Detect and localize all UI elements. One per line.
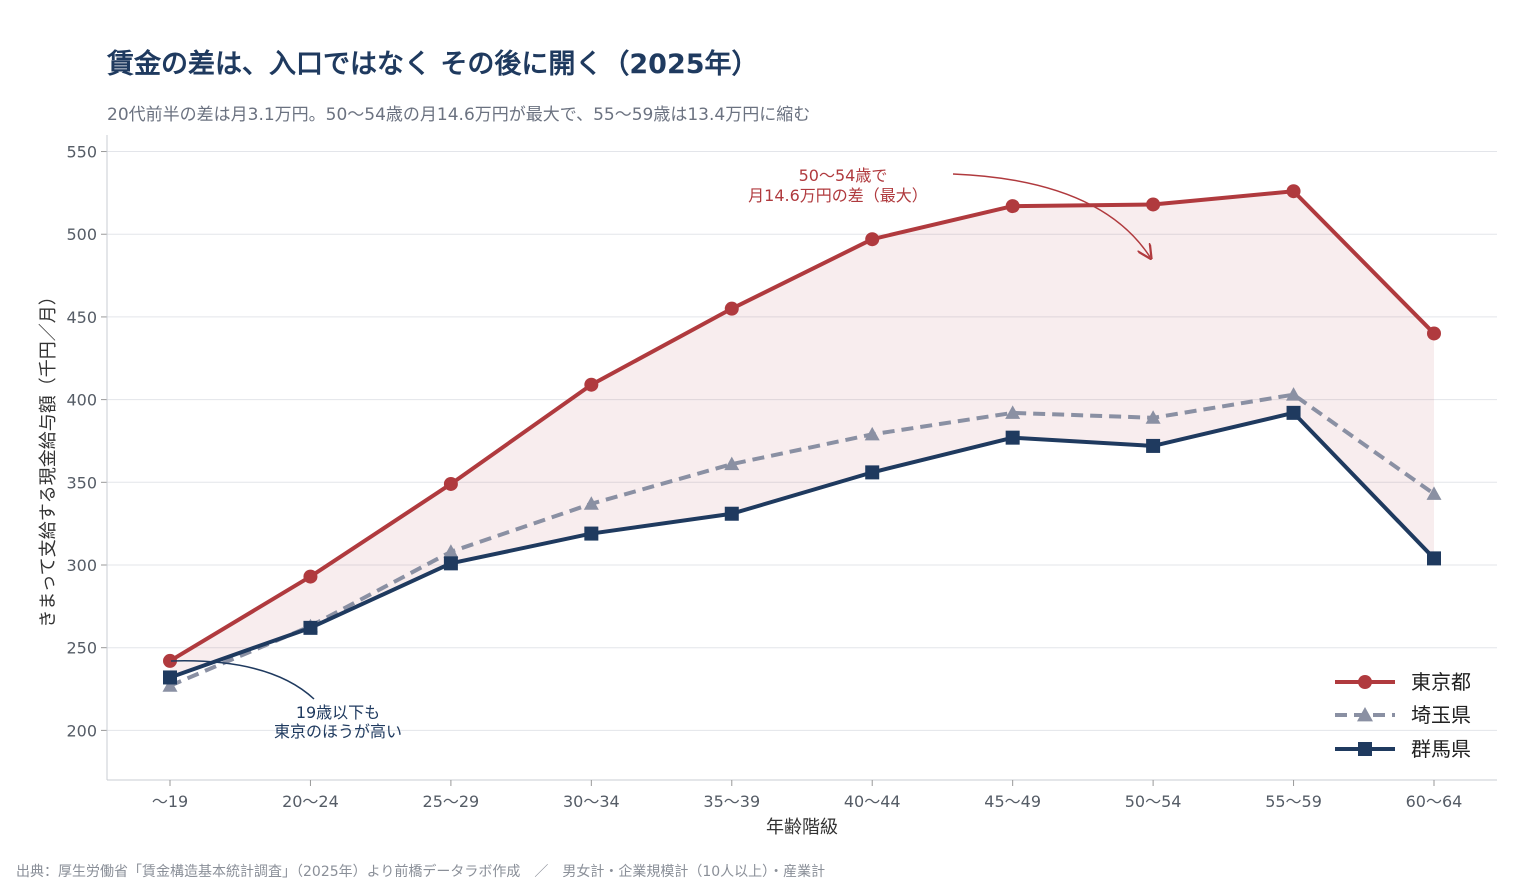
annotation-under19: 東京のほうが高い — [274, 722, 402, 741]
x-tick-label: 35〜39 — [703, 792, 760, 811]
data-point — [1005, 430, 1020, 445]
data-point — [864, 426, 880, 441]
data-point — [1145, 410, 1161, 424]
series-line — [169, 410, 1436, 680]
data-point — [163, 653, 177, 668]
data-point — [1286, 184, 1301, 199]
data-point — [1427, 551, 1441, 566]
gap-band — [170, 191, 1434, 678]
x-tick-label: 55〜59 — [1265, 792, 1322, 811]
data-point — [303, 620, 318, 635]
data-point — [1146, 438, 1161, 453]
data-point — [1005, 199, 1020, 214]
data-point — [443, 476, 458, 491]
annotation-arrow — [952, 173, 1150, 257]
x-tick-label: 60〜64 — [1406, 792, 1463, 811]
x-tick-label: 25〜29 — [423, 792, 480, 811]
legend-label: 埼玉県 — [1411, 703, 1471, 727]
data-point — [865, 465, 880, 480]
data-point — [443, 544, 459, 558]
data-point — [303, 569, 318, 584]
data-point — [162, 678, 178, 692]
data-point — [1146, 197, 1161, 212]
data-point — [1005, 405, 1021, 419]
y-tick-label: 500 — [66, 225, 97, 244]
data-point — [1358, 675, 1372, 689]
data-point — [163, 670, 177, 685]
x-tick-label: 〜19 — [152, 792, 188, 811]
x-tick-label: 30〜34 — [563, 792, 620, 811]
data-point — [584, 377, 599, 392]
chart-subtitle: 20代前半の差は月3.1万円。50〜54歳の月14.6万円が最大で、55〜59歳… — [107, 105, 811, 125]
series-line — [168, 189, 1436, 663]
data-point — [1286, 405, 1301, 420]
data-point — [1426, 486, 1442, 500]
data-point — [1357, 707, 1373, 722]
y-tick-label: 450 — [66, 308, 97, 327]
x-tick-label: 45〜49 — [984, 792, 1041, 811]
data-point — [724, 456, 740, 471]
y-tick-label: 350 — [66, 473, 97, 492]
legend-label: 東京都 — [1411, 670, 1471, 694]
legend-item-東京都: 東京都 — [1335, 670, 1471, 694]
annotation-max-gap: 50〜54歳で — [799, 166, 888, 185]
annotation-under19: 19歳以下も — [296, 703, 380, 722]
data-point — [584, 526, 599, 541]
y-tick-label: 200 — [66, 721, 97, 740]
y-tick-label: 250 — [66, 639, 97, 658]
data-point — [583, 496, 599, 510]
data-point — [443, 556, 458, 571]
annotation-max-gap: 月14.6万円の差（最大） — [748, 186, 928, 205]
series-line — [169, 392, 1436, 688]
data-point — [1286, 387, 1302, 401]
data-point — [1358, 742, 1372, 756]
series-埼玉県 — [162, 387, 1442, 692]
legend-label: 群馬県 — [1411, 737, 1471, 761]
x-tick-label: 40〜44 — [844, 792, 901, 811]
data-point — [724, 506, 739, 521]
data-point — [1427, 326, 1441, 341]
x-axis-title: 年齢階級 — [766, 817, 838, 838]
x-tick-label: 20〜24 — [282, 792, 339, 811]
series-東京都 — [163, 184, 1441, 668]
series-群馬県 — [163, 405, 1441, 685]
annotation-connector — [170, 660, 315, 700]
x-tick-label: 50〜54 — [1125, 792, 1182, 811]
data-point — [865, 232, 880, 247]
legend-item-埼玉県: 埼玉県 — [1335, 703, 1471, 727]
y-tick-label: 300 — [66, 556, 97, 575]
legend-item-群馬県: 群馬県 — [1335, 737, 1471, 761]
chart-title: 賃金の差は、入口ではなく その後に開く（2025年） — [107, 49, 759, 80]
source-note: 出典：厚生労働省「賃金構造基本統計調査」（2025年）より前橋データラボ作成 ／… — [16, 864, 826, 880]
y-tick-label: 550 — [66, 143, 97, 162]
y-axis-title: きまって支給する現金給与額（千円／月） — [38, 287, 59, 627]
y-tick-label: 400 — [66, 391, 97, 410]
data-point — [724, 301, 739, 316]
